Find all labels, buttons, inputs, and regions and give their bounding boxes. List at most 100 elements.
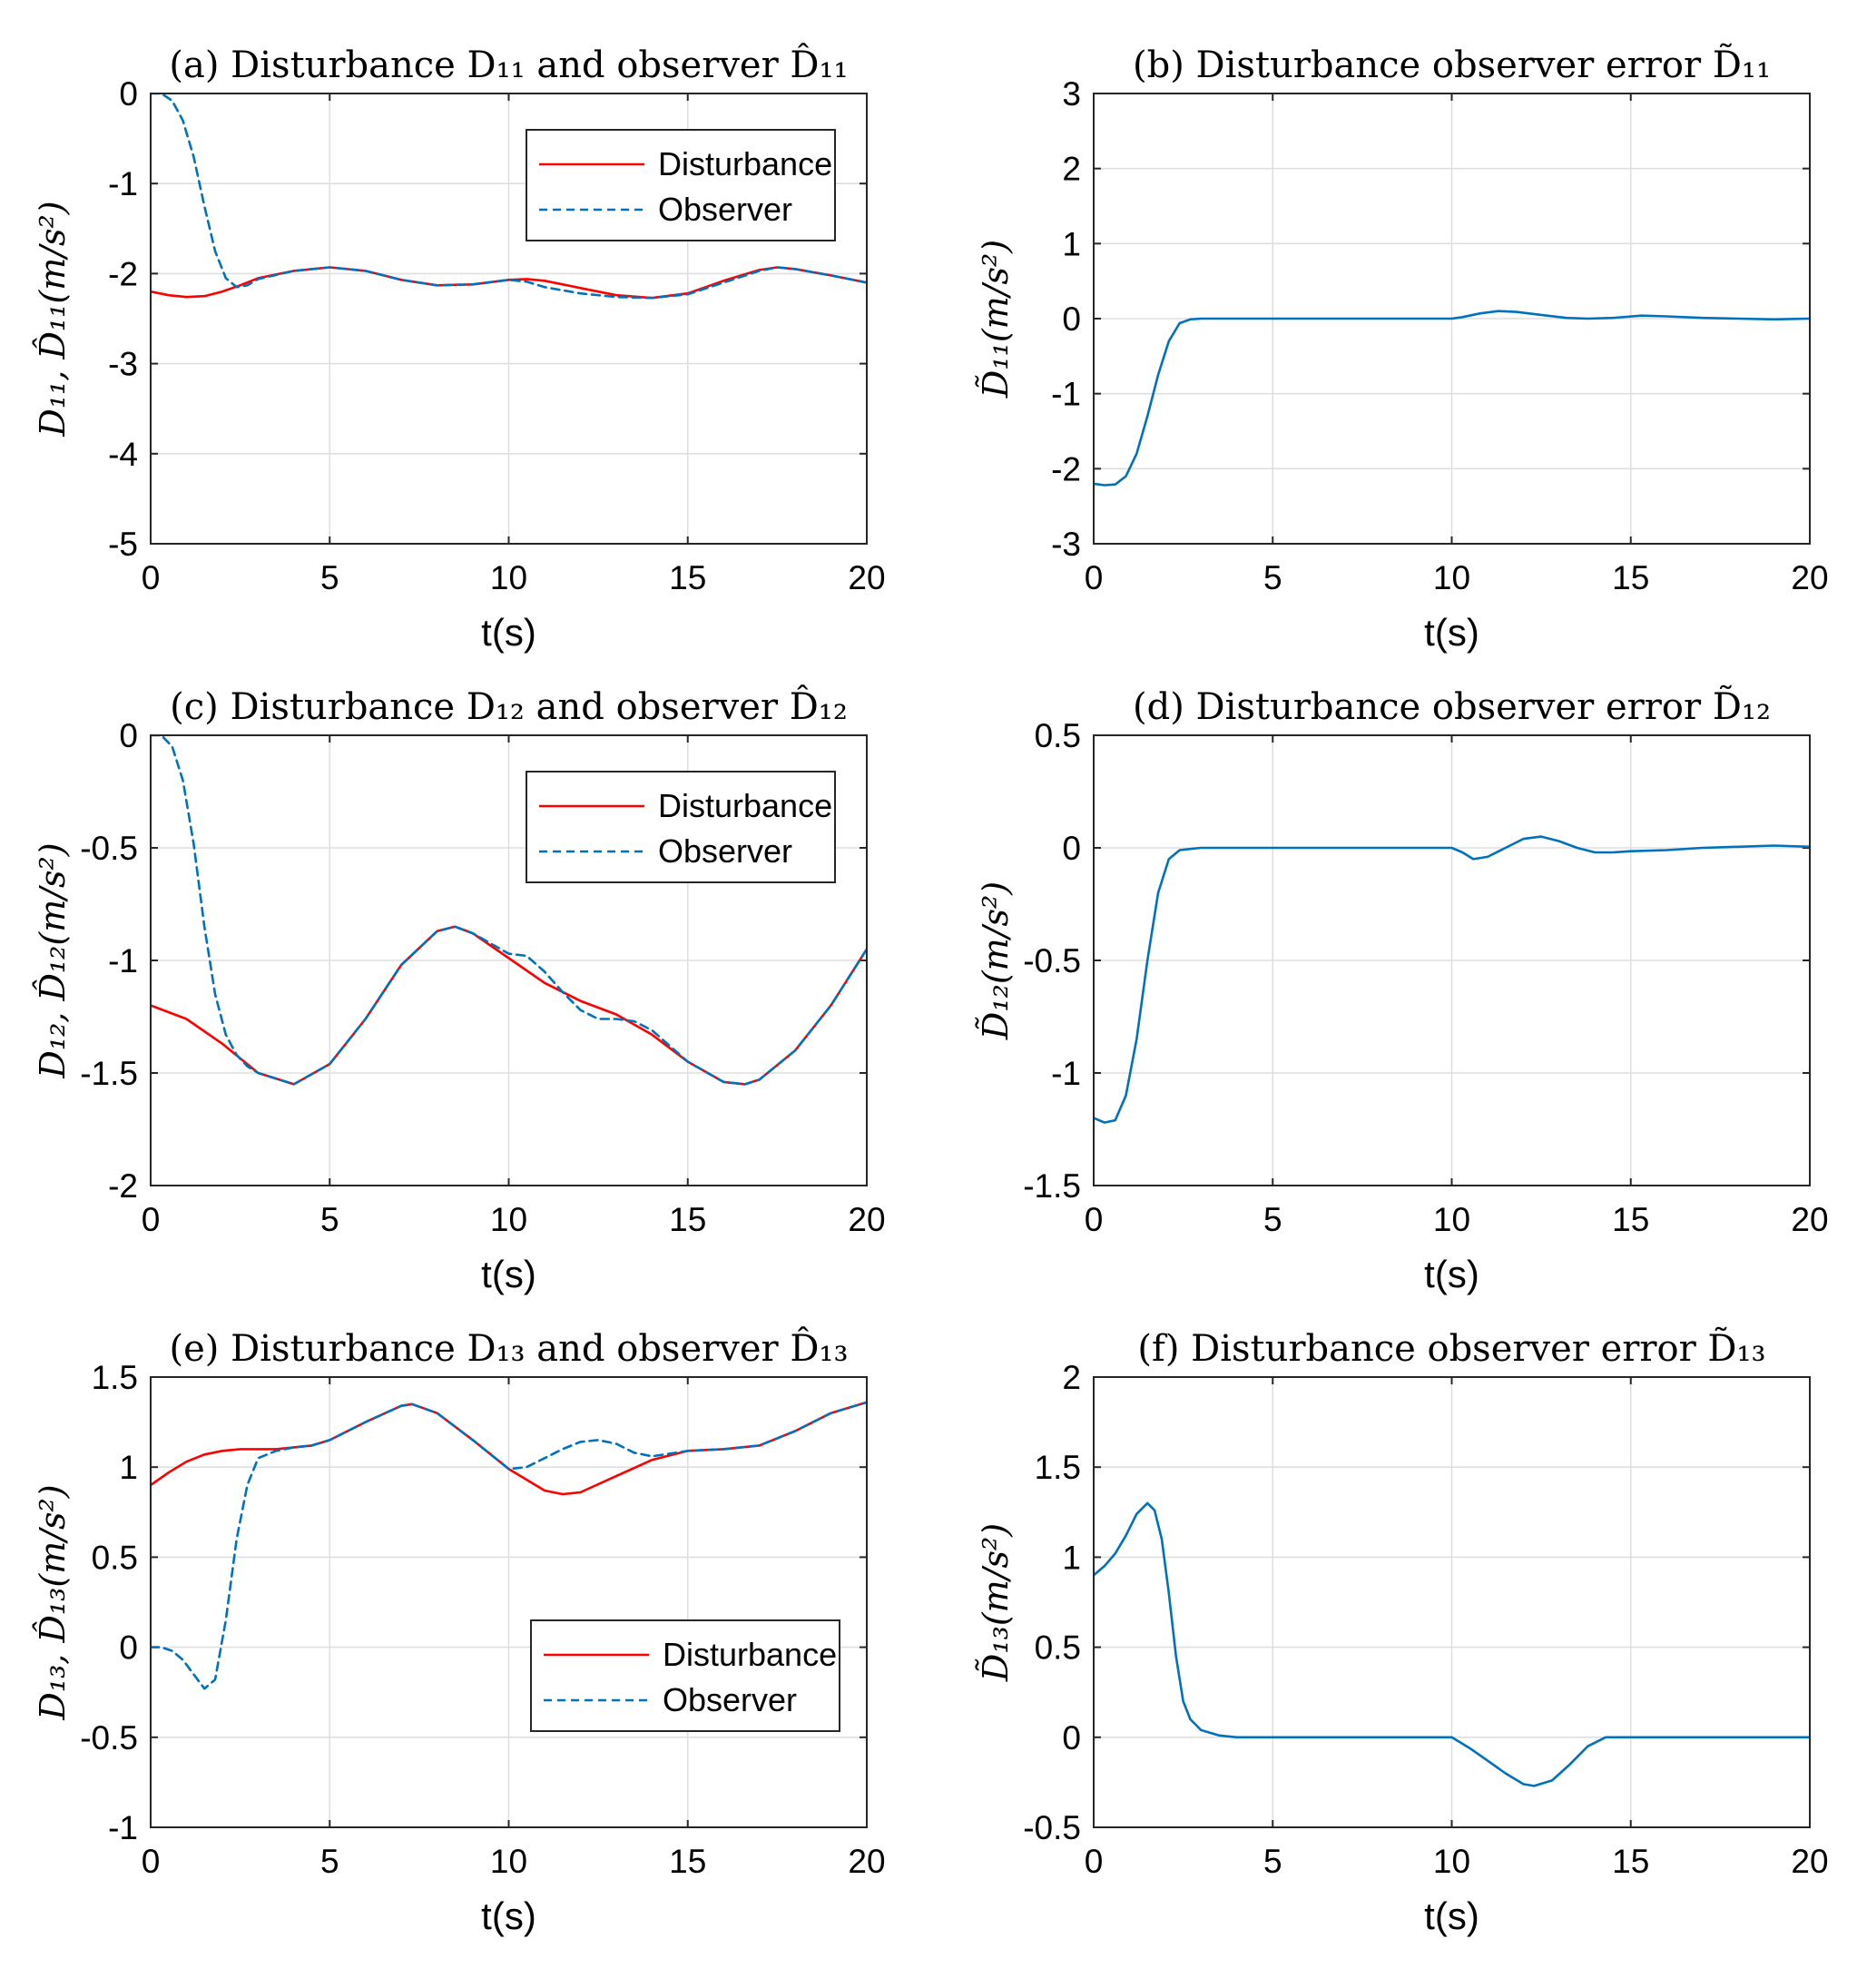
y-tick-label: -1.5 [1023, 1167, 1081, 1205]
y-tick-label: 1 [119, 1449, 138, 1486]
y-tick-label: 1.5 [92, 1359, 138, 1396]
x-axis-label: t(s) [481, 1895, 536, 1937]
y-tick-label: -3 [108, 346, 138, 383]
x-tick-label: 10 [1433, 1843, 1470, 1880]
x-tick-label: 0 [142, 1201, 161, 1238]
y-tick-label: -0.5 [80, 830, 138, 867]
x-tick-label: 15 [1612, 1843, 1649, 1880]
chart-title: (a) Disturbance D₁₁ and observer D̂₁₁ [169, 44, 848, 86]
y-axis-label: D₁₃, D̂₁₃(m/s²) [33, 1484, 73, 1720]
series-observer-line [151, 1401, 867, 1690]
x-axis-label: t(s) [481, 611, 536, 654]
y-axis-label: D̃₁₃(m/s²) [976, 1523, 1016, 1682]
legend: Disturbance Observer [526, 129, 836, 241]
x-tick-label: 10 [1433, 559, 1470, 596]
chart-title: (d) Disturbance observer error D̃₁₂ [1133, 685, 1771, 728]
y-tick-label: 0 [1062, 1719, 1081, 1757]
legend: Disturbance Observer [526, 771, 836, 883]
series-error-line [1094, 310, 1810, 487]
x-tick-label: 5 [1263, 1201, 1282, 1238]
y-tick-label: -0.5 [1023, 1809, 1081, 1846]
y-tick-label: 0.5 [1035, 1629, 1081, 1667]
x-tick-label: 0 [1085, 1201, 1104, 1238]
x-tick-label: 20 [1791, 1201, 1828, 1238]
x-tick-label: 0 [142, 1843, 161, 1880]
x-tick-label: 20 [848, 1201, 885, 1238]
y-tick-label: -1 [108, 942, 138, 979]
y-tick-label: -0.5 [1023, 942, 1081, 979]
chart-title: (b) Disturbance observer error D̃₁₁ [1133, 44, 1771, 86]
y-tick-label: 2 [1062, 151, 1081, 188]
series-error-line [1094, 835, 1810, 1124]
x-tick-label: 20 [848, 559, 885, 596]
y-axis-label: D₁₂, D̂₁₂(m/s²) [33, 842, 73, 1078]
x-tick-label: 20 [848, 1843, 885, 1880]
y-tick-label: 0 [1062, 830, 1081, 867]
legend-label-disturbance: Disturbance [658, 145, 832, 182]
y-tick-label: -0.5 [80, 1719, 138, 1757]
x-tick-label: 5 [1263, 1843, 1282, 1880]
axes-frame [1093, 1376, 1811, 1828]
y-axis-label: D₁₁, D̂₁₁(m/s²) [33, 201, 73, 437]
x-tick-label: 10 [490, 1201, 527, 1238]
y-axis-label: D̃₁₂(m/s²) [976, 881, 1016, 1040]
legend-label-observer: Observer [658, 191, 792, 228]
axes-frame [1093, 734, 1811, 1186]
y-tick-label: 3 [1062, 75, 1081, 113]
legend-box [526, 771, 836, 883]
legend-label-observer: Observer [663, 1681, 797, 1718]
x-axis-label: t(s) [1424, 1895, 1479, 1937]
x-tick-label: 5 [320, 1843, 339, 1880]
y-tick-label: -1 [1051, 376, 1081, 413]
panel-d: (d) Disturbance observer error D̃₁₂ 0 5 10 1… [976, 685, 1829, 1295]
chart-title: (c) Disturbance D₁₂ and observer D̂₁₂ [170, 686, 848, 728]
panel-a: (a) Disturbance D₁₁ and observer D̂₁₁ 0 5 1… [33, 44, 886, 654]
legend-box [530, 1619, 840, 1732]
x-tick-label: 15 [669, 559, 706, 596]
y-tick-label: 0 [119, 717, 138, 754]
y-tick-label: 0 [1062, 300, 1081, 338]
x-tick-label: 15 [669, 1201, 706, 1238]
y-axis-label: D̃₁₁(m/s²) [976, 240, 1016, 399]
chart-title: (f) Disturbance observer error D̃₁₃ [1137, 1327, 1765, 1370]
y-tick-label: -2 [108, 1167, 138, 1205]
y-tick-label: -1 [1051, 1055, 1081, 1092]
panel-b: (b) Disturbance observer error D̃₁₁ 0 5 10 1… [976, 44, 1829, 654]
panel-c: (c) Disturbance D₁₂ and observer D̂₁₂ 0 5 1… [33, 686, 886, 1295]
x-tick-label: 15 [1612, 559, 1649, 596]
legend-label-disturbance: Disturbance [663, 1636, 837, 1673]
x-tick-label: 0 [142, 559, 161, 596]
chart-title: (e) Disturbance D₁₃ and observer D̂₁₃ [170, 1328, 849, 1370]
x-tick-label: 5 [320, 559, 339, 596]
x-tick-label: 0 [1085, 1843, 1104, 1880]
legend: Disturbance Observer [530, 1619, 840, 1732]
x-tick-label: 10 [490, 559, 527, 596]
x-tick-label: 15 [1612, 1201, 1649, 1238]
y-tick-label: -2 [1051, 450, 1081, 487]
y-tick-label: -4 [108, 436, 138, 473]
legend-label-disturbance: Disturbance [658, 787, 832, 824]
x-axis-label: t(s) [481, 1253, 536, 1295]
y-tick-label: -1 [108, 1809, 138, 1846]
y-tick-label: -1 [108, 165, 138, 202]
y-tick-label: 1 [1062, 1539, 1081, 1576]
y-tick-label: 0.5 [92, 1539, 138, 1576]
x-tick-label: 10 [490, 1843, 527, 1880]
x-axis-label: t(s) [1424, 1253, 1479, 1295]
y-tick-label: 2 [1062, 1359, 1081, 1396]
x-tick-label: 5 [1263, 559, 1282, 596]
series-observer-line [151, 93, 867, 300]
y-tick-label: 0 [119, 1629, 138, 1667]
x-tick-label: 0 [1085, 559, 1104, 596]
axes-frame [150, 93, 868, 545]
y-tick-label: -5 [108, 526, 138, 563]
legend-box [526, 129, 836, 241]
x-tick-label: 5 [320, 1201, 339, 1238]
axes-frame [150, 734, 868, 1186]
panel-f: (f) Disturbance observer error D̃₁₃0 5 10 1… [976, 1327, 1829, 1937]
x-tick-label: 20 [1791, 559, 1828, 596]
y-tick-label: 0.5 [1035, 717, 1081, 754]
x-tick-label: 15 [669, 1843, 706, 1880]
y-tick-label: -1.5 [80, 1055, 138, 1092]
